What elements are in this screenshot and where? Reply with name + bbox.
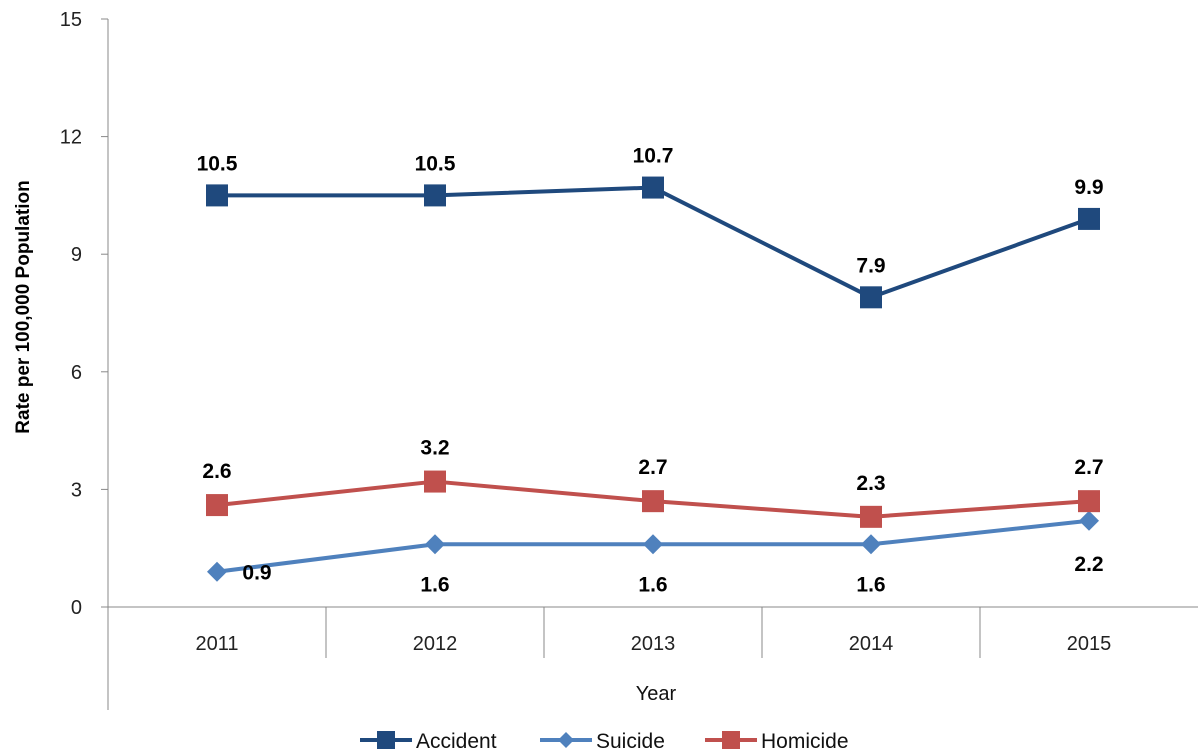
homicide-data-label: 2.7 — [638, 456, 667, 479]
y-tick-label: 3 — [71, 479, 82, 501]
y-tick-label: 6 — [71, 362, 82, 384]
suicide-point — [425, 534, 445, 555]
y-tick-label: 0 — [71, 597, 82, 619]
y-tick-label: 15 — [60, 9, 82, 31]
axes — [107, 19, 1198, 710]
suicide-data-label: 0.9 — [242, 562, 271, 585]
x-tick-label: 2011 — [195, 633, 238, 655]
suicide-point — [207, 561, 227, 582]
accident-point — [424, 184, 446, 207]
accident-data-label: 7.9 — [856, 254, 885, 277]
x-tick-label: 2014 — [849, 633, 894, 655]
x-axis-title: Year — [636, 683, 677, 705]
accident-point — [860, 286, 882, 309]
homicide-point — [642, 490, 664, 513]
y-tick-label: 9 — [71, 244, 82, 266]
series-group — [206, 176, 1100, 582]
homicide-data-label: 2.6 — [202, 460, 231, 483]
legend-swatch-marker — [377, 731, 395, 749]
suicide-point — [643, 534, 663, 555]
data-labels: 10.5 10.5 10.7 7.9 9.9 0.9 1.6 1.6 1.6 2.2 2.6 3.2 2… — [197, 145, 1104, 597]
homicide-point — [424, 470, 446, 493]
legend-swatch-marker — [558, 732, 574, 748]
suicide-data-label: 2.2 — [1074, 553, 1103, 576]
suicide-point — [861, 534, 881, 555]
homicide-data-label: 2.3 — [856, 472, 885, 495]
legend-swatch-marker — [722, 731, 740, 749]
series-suicide — [207, 510, 1099, 582]
suicide-data-label: 1.6 — [856, 573, 885, 596]
suicide-data-label: 1.6 — [420, 573, 449, 596]
suicide-point — [1079, 510, 1099, 531]
homicide-data-label: 3.2 — [420, 437, 449, 460]
y-tick-label: 12 — [60, 127, 82, 149]
series-accident — [206, 176, 1100, 309]
series-homicide — [206, 470, 1100, 528]
legend-item-homicide: Homicide — [705, 730, 849, 753]
legend: Accident Suicide Homicide — [360, 730, 849, 753]
x-ticks: 2011 2012 2013 2014 2015 — [195, 633, 1111, 655]
accident-point — [1078, 207, 1100, 230]
legend-label: Suicide — [596, 730, 665, 753]
accident-data-label: 10.7 — [633, 145, 674, 168]
legend-label: Homicide — [761, 730, 849, 753]
accident-data-label: 10.5 — [197, 152, 238, 175]
legend-item-suicide: Suicide — [540, 730, 665, 753]
y-axis-title: Rate per 100,000 Population — [13, 180, 34, 433]
homicide-point — [860, 505, 882, 528]
accident-data-label: 10.5 — [415, 152, 456, 175]
legend-label: Accident — [416, 730, 497, 753]
homicide-point — [206, 494, 228, 517]
accident-point — [206, 184, 228, 207]
accident-line — [217, 185, 1090, 300]
x-tick-label: 2013 — [631, 633, 676, 655]
x-tick-label: 2012 — [413, 633, 458, 655]
legend-item-accident: Accident — [360, 730, 497, 753]
suicide-data-label: 1.6 — [638, 573, 667, 596]
y-ticks: 0 3 6 9 12 15 — [60, 9, 108, 619]
homicide-point — [1078, 490, 1100, 513]
accident-point — [642, 176, 664, 199]
x-tick-label: 2015 — [1067, 633, 1112, 655]
homicide-data-label: 2.7 — [1074, 456, 1103, 479]
accident-data-label: 9.9 — [1074, 176, 1103, 199]
